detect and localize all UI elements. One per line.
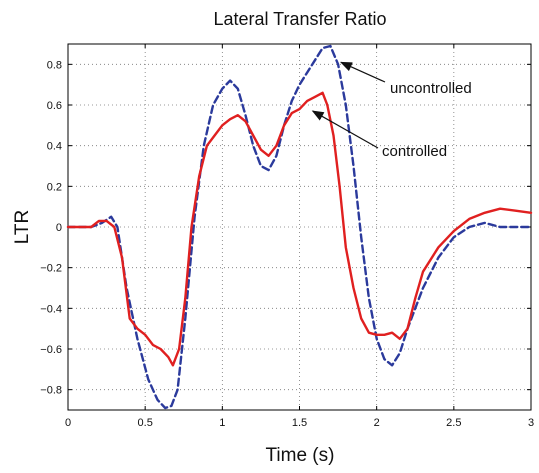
x-tick-label: 1.5: [292, 417, 307, 429]
y-tick-label: −0.2: [40, 263, 62, 275]
x-axis-label: Time (s): [266, 445, 335, 466]
x-tick-label: 1: [219, 417, 225, 429]
x-tick-label: 2.5: [446, 417, 461, 429]
y-axis-label: LTR: [12, 210, 33, 244]
y-tick-label: 0.6: [47, 100, 62, 112]
x-tick-label: 2: [374, 417, 380, 429]
y-tick-label: −0.4: [40, 303, 62, 315]
annotation-arrow-controlled: [311, 110, 379, 149]
annotation-label-uncontrolled: uncontrolled: [390, 80, 472, 97]
y-tick-label: −0.6: [40, 344, 62, 356]
x-axis: 0 0.5 1 1.5 2 2.5 3: [65, 44, 534, 429]
plot-area-border: [67, 43, 532, 411]
y-tick-label: 0.2: [47, 181, 62, 193]
annotations: uncontrolled controlled: [311, 61, 472, 160]
y-tick-label: −0.8: [40, 385, 62, 397]
x-tick-label: 0: [65, 417, 71, 429]
grid: [68, 44, 531, 410]
series-line-controlled: [66, 91, 533, 367]
chart-title: Lateral Transfer Ratio: [213, 9, 386, 29]
y-tick-label: 0.8: [47, 59, 62, 71]
annotation-arrow-uncontrolled: [339, 61, 386, 83]
y-tick-label: 0.4: [47, 141, 62, 153]
x-tick-label: 0.5: [138, 417, 153, 429]
y-tick-label: 0: [56, 222, 62, 234]
y-axis: 0.8 0.6 0.4 0.2 0 −0.2 −0.4 −0.6 −0.8: [40, 59, 531, 397]
x-tick-label: 3: [528, 417, 534, 429]
annotation-label-controlled: controlled: [382, 143, 447, 160]
series-layer: [66, 44, 533, 410]
